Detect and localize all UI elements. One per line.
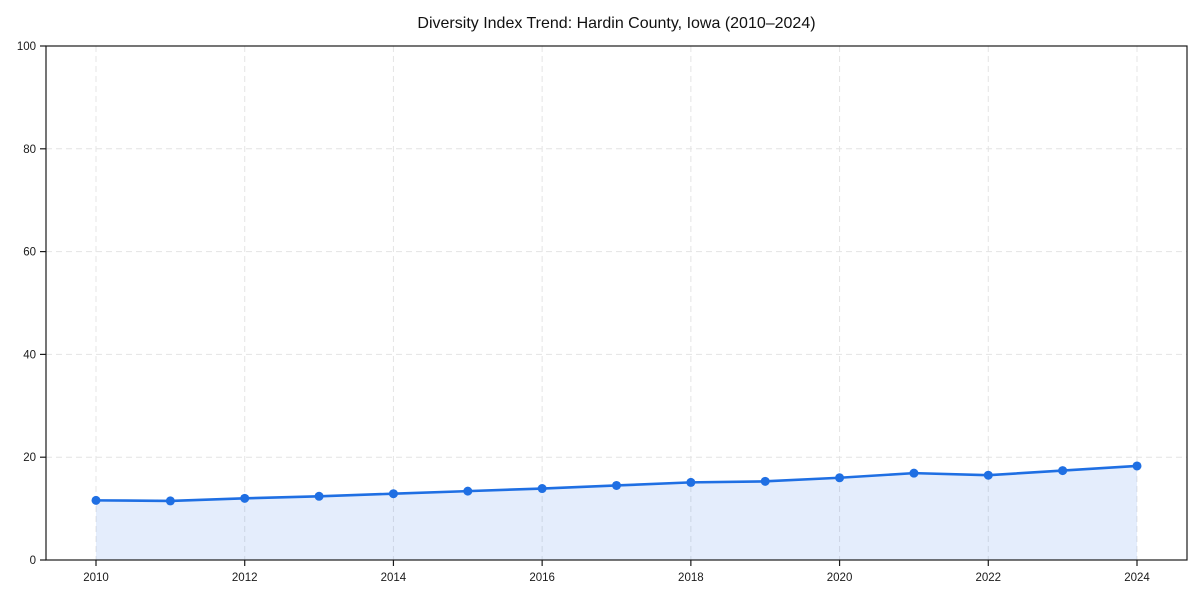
y-tick-label-40: 40 — [23, 349, 36, 361]
y-tick-label-60: 60 — [23, 247, 36, 259]
data-point-2023 — [1058, 466, 1068, 476]
data-point-2018 — [686, 477, 696, 487]
plot-border — [45, 45, 1188, 561]
data-point-2015 — [463, 486, 473, 496]
data-point-2019 — [760, 476, 770, 486]
x-tick-label-2020: 2020 — [827, 572, 853, 584]
y-tick-label-20: 20 — [23, 452, 36, 464]
data-point-group — [91, 461, 1142, 506]
x-tick-label-2018: 2018 — [678, 572, 704, 584]
data-point-2010 — [91, 495, 101, 505]
data-point-2024 — [1132, 461, 1142, 471]
area-fill-group — [96, 465, 1137, 560]
y-tick-label-100: 100 — [17, 41, 36, 53]
chart-title: Diversity Index Trend: Hardin County, Io… — [417, 15, 815, 32]
area-fill — [96, 465, 1137, 560]
x-tick-label-2010: 2010 — [83, 572, 109, 584]
data-point-2011 — [165, 496, 175, 506]
data-point-2012 — [240, 493, 250, 503]
x-tick-label-2022: 2022 — [975, 572, 1001, 584]
x-axis-tick-labels: 2010 2012 2014 2016 2018 2020 2022 2024 — [83, 572, 1150, 584]
x-tick-label-2016: 2016 — [529, 572, 555, 584]
axis-tick-marks — [40, 45, 1138, 566]
data-point-2014 — [388, 489, 398, 499]
y-tick-label-0: 0 — [30, 555, 36, 567]
gridlines — [46, 46, 1187, 560]
data-point-2017 — [612, 480, 621, 490]
y-axis-tick-labels: 0 20 40 60 80 100 — [17, 41, 36, 567]
data-point-2020 — [835, 473, 845, 483]
data-point-2021 — [909, 468, 919, 478]
x-tick-label-2014: 2014 — [381, 572, 407, 584]
y-tick-label-80: 80 — [23, 144, 36, 156]
x-tick-label-2024: 2024 — [1124, 572, 1150, 584]
data-point-2022 — [983, 470, 993, 480]
data-point-2016 — [537, 484, 547, 494]
x-tick-label-2012: 2012 — [232, 572, 258, 584]
data-point-2013 — [314, 491, 324, 501]
